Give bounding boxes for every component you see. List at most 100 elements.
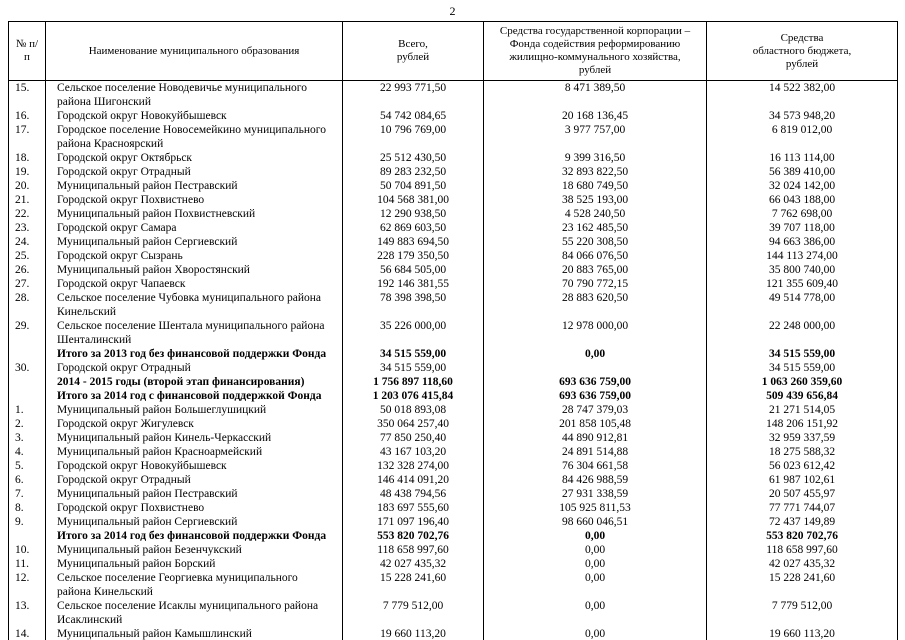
municipality-name-cell: Городской округ Чапаевск: [45, 277, 343, 291]
municipality-name-cell: Городской округ Похвистнево: [45, 193, 343, 207]
table-row: 28. Сельское поселение Чубовка муниципал…: [8, 291, 898, 319]
row-number-cell: 9.: [8, 515, 46, 529]
municipality-name-cell: Городской округ Октябрьск: [45, 151, 343, 165]
municipality-name-cell: Городской округ Отрадный: [45, 473, 343, 487]
row-number-cell: 5.: [8, 459, 46, 473]
total-value-cell: 1 756 897 118,60: [342, 375, 484, 389]
header-row: № п/п Наименование муниципального образо…: [8, 21, 898, 81]
table-row: 24. Муниципальный район Сергиевский 149 …: [8, 235, 898, 249]
municipality-name-cell: Городское поселение Новосемейкино муници…: [45, 123, 343, 151]
total-value-cell: 89 283 232,50: [342, 165, 484, 179]
fund-value-cell: 105 925 811,53: [483, 501, 707, 515]
municipality-name-cell: Муниципальный район Борский: [45, 557, 343, 571]
row-number-cell: 27.: [8, 277, 46, 291]
table-row: 11. Муниципальный район Борский 42 027 4…: [8, 557, 898, 571]
table-row: 26. Муниципальный район Хворостянский 56…: [8, 263, 898, 277]
regional-value-cell: 7 762 698,00: [706, 207, 898, 221]
total-value-cell: 78 398 398,50: [342, 291, 484, 319]
fund-value-cell: 32 893 822,50: [483, 165, 707, 179]
fund-value-cell: 0,00: [483, 571, 707, 599]
total-value-cell: 15 228 241,60: [342, 571, 484, 599]
table-row: 6. Городской округ Отрадный 146 414 091,…: [8, 473, 898, 487]
fund-value-cell: 98 660 046,51: [483, 515, 707, 529]
municipality-name-cell: Итого за 2013 год без финансовой поддерж…: [45, 347, 343, 361]
regional-value-cell: 553 820 702,76: [706, 529, 898, 543]
regional-value-cell: 19 660 113,20: [706, 627, 898, 640]
row-number-cell: 12.: [8, 571, 46, 599]
municipality-name-cell: Муниципальный район Камышлинский: [45, 627, 343, 640]
fund-value-cell: 4 528 240,50: [483, 207, 707, 221]
row-number-cell: 26.: [8, 263, 46, 277]
fund-value-cell: 84 426 988,59: [483, 473, 707, 487]
fund-value-cell: 18 680 749,50: [483, 179, 707, 193]
row-number-cell: 18.: [8, 151, 46, 165]
municipality-name-cell: Муниципальный район Безенчукский: [45, 543, 343, 557]
regional-value-cell: 144 113 274,00: [706, 249, 898, 263]
table-header: № п/п Наименование муниципального образо…: [8, 21, 898, 81]
table-row: 3. Муниципальный район Кинель-Черкасский…: [8, 431, 898, 445]
regional-value-cell: 7 779 512,00: [706, 599, 898, 627]
regional-value-cell: 15 228 241,60: [706, 571, 898, 599]
municipality-name-cell: Сельское поселение Георгиевка муниципаль…: [45, 571, 343, 599]
total-value-cell: 50 018 893,08: [342, 403, 484, 417]
fund-value-cell: 0,00: [483, 627, 707, 640]
total-value-cell: 35 226 000,00: [342, 319, 484, 347]
table-row: Итого за 2013 год без финансовой поддерж…: [8, 347, 898, 361]
table-row: 13. Сельское поселение Исаклы муниципаль…: [8, 599, 898, 627]
row-number-cell: [8, 347, 46, 361]
total-value-cell: 192 146 381,55: [342, 277, 484, 291]
table-row: 8. Городской округ Похвистнево 183 697 5…: [8, 501, 898, 515]
total-value-cell: 25 512 430,50: [342, 151, 484, 165]
total-value-cell: 34 515 559,00: [342, 361, 484, 375]
municipality-name-cell: Городской округ Отрадный: [45, 165, 343, 179]
fund-value-cell: 9 399 316,50: [483, 151, 707, 165]
regional-value-cell: 77 771 744,07: [706, 501, 898, 515]
total-value-cell: 77 850 250,40: [342, 431, 484, 445]
regional-value-cell: 32 024 142,00: [706, 179, 898, 193]
table-row: 29. Сельское поселение Шентала муниципал…: [8, 319, 898, 347]
header-total-rubles: Всего, рублей: [342, 21, 484, 81]
row-number-cell: 29.: [8, 319, 46, 347]
regional-value-cell: 66 043 188,00: [706, 193, 898, 207]
municipality-name-cell: Городской округ Новокуйбышевск: [45, 109, 343, 123]
row-number-cell: 10.: [8, 543, 46, 557]
fund-value-cell: 0,00: [483, 543, 707, 557]
fund-value-cell: 24 891 514,88: [483, 445, 707, 459]
table-row: 30. Городской округ Отрадный 34 515 559,…: [8, 361, 898, 375]
total-value-cell: 118 658 997,60: [342, 543, 484, 557]
table-row: 12. Сельское поселение Георгиевка муници…: [8, 571, 898, 599]
table-row: 17. Городское поселение Новосемейкино му…: [8, 123, 898, 151]
row-number-cell: 8.: [8, 501, 46, 515]
regional-value-cell: 121 355 609,40: [706, 277, 898, 291]
municipality-name-cell: Муниципальный район Большеглушицкий: [45, 403, 343, 417]
row-number-cell: 21.: [8, 193, 46, 207]
total-value-cell: 50 704 891,50: [342, 179, 484, 193]
total-value-cell: 48 438 794,56: [342, 487, 484, 501]
regional-value-cell: 56 389 410,00: [706, 165, 898, 179]
municipality-name-cell: Городской округ Похвистнево: [45, 501, 343, 515]
fund-value-cell: 23 162 485,50: [483, 221, 707, 235]
fund-value-cell: 70 790 772,15: [483, 277, 707, 291]
table-row: 4. Муниципальный район Красноармейский 4…: [8, 445, 898, 459]
row-number-cell: 17.: [8, 123, 46, 151]
table-row: 7. Муниципальный район Пестравский 48 43…: [8, 487, 898, 501]
regional-value-cell: 14 522 382,00: [706, 80, 898, 109]
row-number-cell: 2.: [8, 417, 46, 431]
regional-value-cell: 1 063 260 359,60: [706, 375, 898, 389]
row-number-cell: [8, 375, 46, 389]
table-body: 15. Сельское поселение Новодевичье муниц…: [8, 80, 898, 640]
table-row: 19. Городской округ Отрадный 89 283 232,…: [8, 165, 898, 179]
regional-value-cell: 16 113 114,00: [706, 151, 898, 165]
row-number-cell: 13.: [8, 599, 46, 627]
row-number-cell: 25.: [8, 249, 46, 263]
fund-value-cell: 8 471 389,50: [483, 80, 707, 109]
table-row: 1. Муниципальный район Большеглушицкий 5…: [8, 403, 898, 417]
fund-value-cell: 0,00: [483, 529, 707, 543]
row-number-cell: 30.: [8, 361, 46, 375]
row-number-cell: 20.: [8, 179, 46, 193]
row-number-cell: 24.: [8, 235, 46, 249]
fund-value-cell: 0,00: [483, 599, 707, 627]
municipality-name-cell: Муниципальный район Сергиевский: [45, 235, 343, 249]
municipality-name-cell: Муниципальный район Красноармейский: [45, 445, 343, 459]
